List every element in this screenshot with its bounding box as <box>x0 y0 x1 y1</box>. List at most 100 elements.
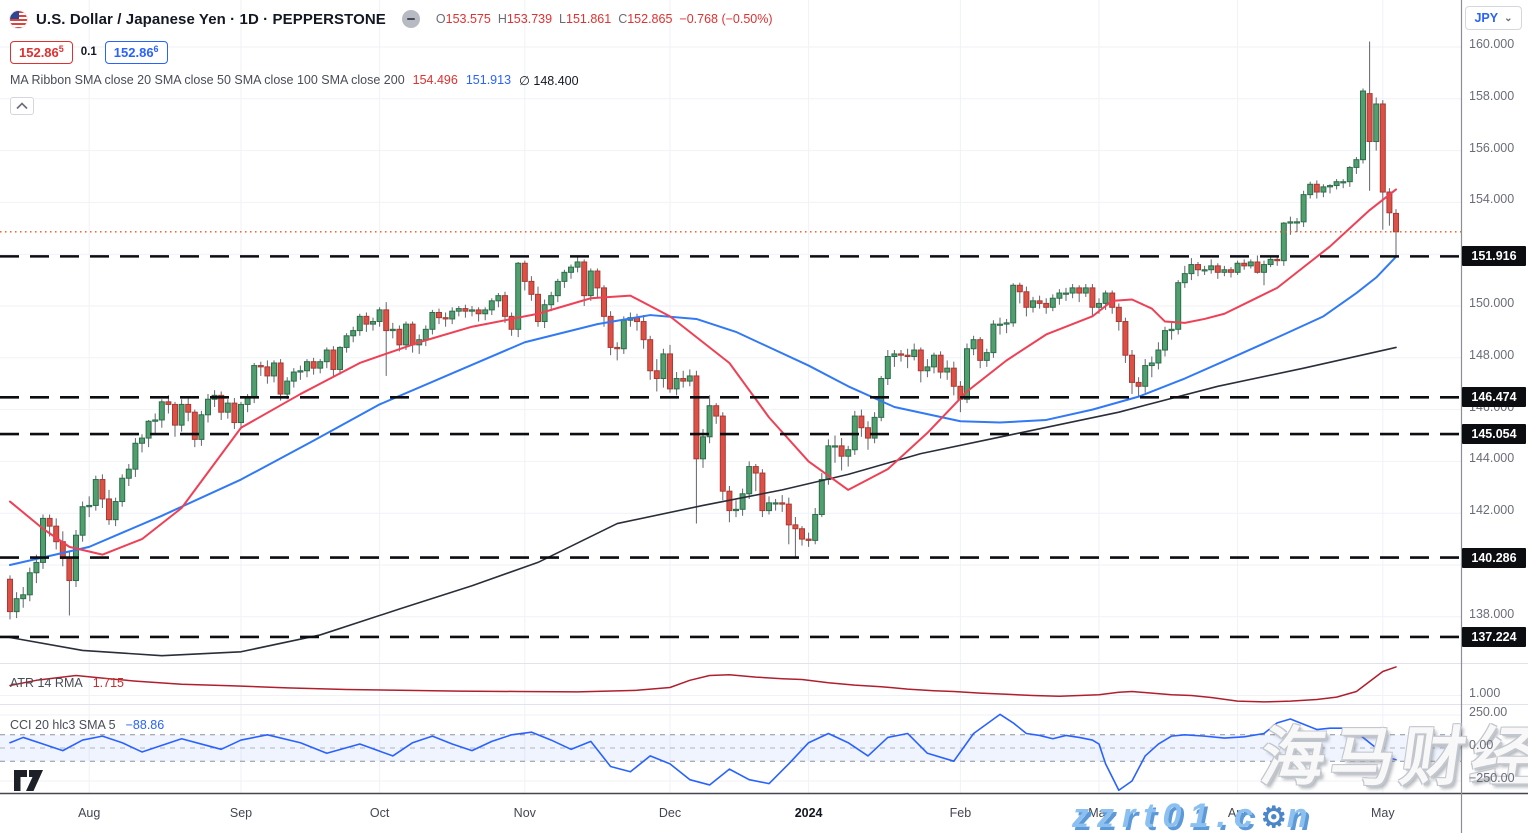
time-axis-label-nov: Nov <box>513 806 536 820</box>
time-scale[interactable]: Aug Sep Oct Nov Dec 2024 Feb Mar Apr May <box>0 794 1461 833</box>
candle-body <box>1122 321 1129 356</box>
candle-body <box>647 339 654 372</box>
atr-value: 1.715 <box>92 676 124 690</box>
candle-body <box>858 415 865 429</box>
candle-body <box>865 427 871 439</box>
candle-body <box>937 354 944 373</box>
candle-body <box>455 308 462 312</box>
candle-body <box>752 466 759 474</box>
candle-body <box>462 308 469 312</box>
candle-body <box>1076 287 1083 294</box>
candle-body <box>277 362 284 395</box>
time-axis-label-2024: 2024 <box>794 806 823 820</box>
candle-body <box>759 472 766 512</box>
candle-body <box>620 319 627 350</box>
ohlc-readout: O153.575 H153.739 L151.861 C152.865 −0.7… <box>435 12 773 26</box>
candle-body <box>1346 166 1353 183</box>
price-scale[interactable]: JPY ⌄ 160.000158.000156.000154.000152.00… <box>1461 0 1528 833</box>
candle-body <box>271 362 277 377</box>
candle-body <box>904 354 911 358</box>
candle-body <box>224 402 231 413</box>
candle-body <box>653 370 660 380</box>
price-axis-label: 138.000 <box>1469 606 1515 621</box>
candle-body <box>1168 328 1175 332</box>
candle-body <box>40 517 46 563</box>
candle-body <box>515 262 522 330</box>
symbol-title[interactable]: U.S. Dollar / Japanese Yen · 1D · PEPPER… <box>36 10 386 28</box>
cci-pane-legend[interactable]: CCI 20 hlc3 SMA 5 −88.86 <box>10 718 164 732</box>
candle-body <box>1214 265 1221 273</box>
candle-body <box>66 558 73 582</box>
candle-body <box>1241 262 1248 267</box>
level-price-label: 145.054 <box>1462 424 1526 445</box>
candle-body <box>158 401 165 421</box>
candle-body <box>1082 287 1089 294</box>
quote-row: 152.86 5 0.1 152.86 6 <box>10 40 773 64</box>
candle-body <box>106 498 112 521</box>
candle-body <box>1010 284 1017 324</box>
candle-body <box>1340 181 1347 184</box>
candle-body <box>1102 292 1109 304</box>
spread-value: 0.1 <box>80 46 97 58</box>
sma200-average-value: ∅ 148.400 <box>519 74 579 88</box>
candle-body <box>1294 221 1300 224</box>
cci-axis-label: 0.00 <box>1469 738 1494 752</box>
candle-body <box>535 293 541 323</box>
candle-body <box>482 309 489 315</box>
candle-body <box>812 513 819 541</box>
source-toggle-button[interactable] <box>401 10 420 28</box>
ma-ribbon-legend[interactable]: MA Ribbon SMA close 20 SMA close 50 SMA … <box>10 73 773 88</box>
candle-body <box>1030 300 1036 308</box>
price-axis-label: 160.000 <box>1469 37 1515 51</box>
tradingview-logo[interactable] <box>14 770 46 791</box>
candle-body <box>502 295 508 317</box>
candle-body <box>317 361 324 369</box>
close-value: 152.865 <box>627 12 673 26</box>
candle-body <box>713 405 720 417</box>
symbol-title-row: U.S. Dollar / Japanese Yen · 1D · PEPPER… <box>10 6 773 32</box>
candle-body <box>92 479 99 506</box>
candle-body <box>970 339 977 350</box>
candle-body <box>581 261 588 297</box>
candle-body <box>706 405 713 438</box>
candle-body <box>785 503 792 526</box>
candle-body <box>297 370 304 373</box>
candle-body <box>614 346 621 350</box>
candle-body <box>1181 273 1188 284</box>
candle-body <box>1274 258 1281 262</box>
cci-axis-label: 250.00 <box>1469 705 1508 719</box>
candle-body <box>640 321 647 341</box>
candle-body <box>488 300 495 311</box>
candle-body <box>1353 159 1360 168</box>
sell-button[interactable]: 152.86 5 <box>10 40 73 64</box>
minus-icon <box>406 18 415 20</box>
candle-body <box>310 361 317 369</box>
price-axis-label: 142.000 <box>1469 503 1515 518</box>
candle-body <box>1247 261 1254 267</box>
buy-button[interactable]: 152.86 6 <box>104 40 168 64</box>
candle-body <box>1254 261 1261 273</box>
sma200-line <box>9 346 1397 657</box>
candle-body <box>944 367 951 373</box>
usd-jpy-flag-icon <box>10 10 27 28</box>
candle-body <box>7 578 13 613</box>
candle-body <box>1175 282 1182 330</box>
candle-body <box>891 353 898 358</box>
candle-body <box>1221 269 1228 273</box>
collapse-legend-button[interactable] <box>10 97 34 115</box>
candle-body <box>1228 269 1234 273</box>
change-value: −0.768 (−0.50%) <box>679 12 773 26</box>
candle-body <box>931 354 937 368</box>
candle-body <box>343 335 350 348</box>
chart-legend-header: U.S. Dollar / Japanese Yen · 1D · PEPPER… <box>10 6 773 115</box>
currency-dropdown[interactable]: JPY ⌄ <box>1465 6 1522 30</box>
time-axis-label-feb: Feb <box>949 806 972 820</box>
candle-body <box>1036 300 1043 304</box>
candle-body <box>1135 381 1142 387</box>
candle-body <box>1195 264 1201 271</box>
atr-pane-legend[interactable]: ATR 14 RMA 1.715 <box>10 676 124 690</box>
candle-body <box>574 261 581 268</box>
candle-body <box>132 442 139 470</box>
